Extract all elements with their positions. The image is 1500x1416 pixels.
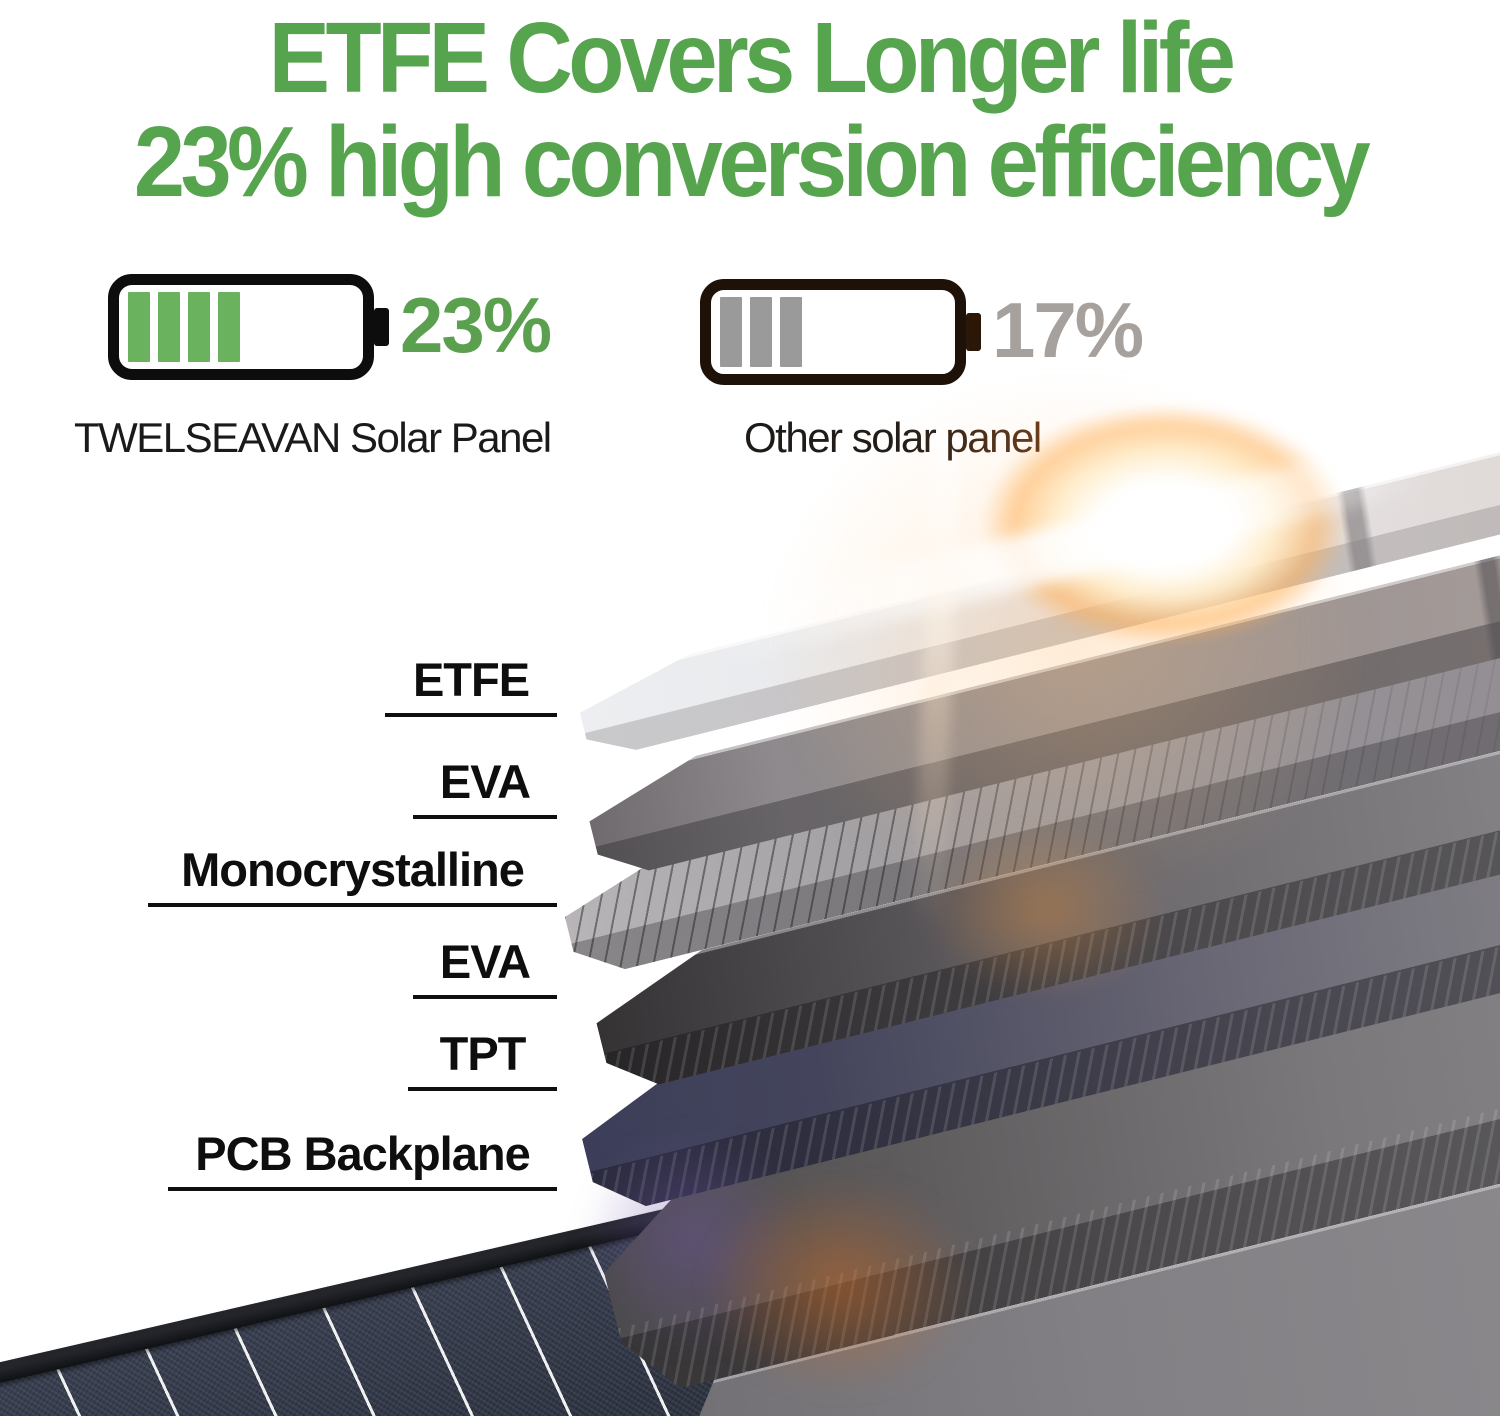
caption-other: Other solar panel <box>744 414 1042 461</box>
efficiency-percent-ours: 23% <box>400 281 552 369</box>
layer-label-etfe: ETFE <box>385 652 557 717</box>
title-line-2: 23% high conversion efficiency <box>133 106 1371 218</box>
battery-terminal <box>374 308 389 346</box>
layer-label-tpt: TPT <box>408 1026 557 1091</box>
battery-bar <box>218 292 240 362</box>
page-title: ETFE Covers Longer life 23% high convers… <box>0 6 1500 214</box>
caption-ours: TWELSEAVAN Solar Panel <box>74 414 552 461</box>
battery-bar <box>188 292 210 362</box>
layer-label-pcb-backplane: PCB Backplane <box>168 1126 557 1191</box>
battery-bar <box>780 297 802 367</box>
battery-bar <box>128 292 150 362</box>
layer-label-eva-bottom: EVA <box>413 934 557 999</box>
efficiency-percent-other: 17% <box>992 286 1144 374</box>
battery-bar <box>750 297 772 367</box>
layer-label-monocrystalline: Monocrystalline <box>148 842 557 907</box>
battery-bar <box>720 297 742 367</box>
battery-icon-ours <box>108 274 389 380</box>
battery-bars-ours <box>128 292 240 362</box>
battery-bar <box>158 292 180 362</box>
layer-label-eva-top: EVA <box>413 754 557 819</box>
battery-terminal <box>966 313 981 351</box>
battery-bars-other <box>720 297 802 367</box>
battery-icon-other <box>700 279 981 385</box>
title-line-1: ETFE Covers Longer life <box>268 2 1236 114</box>
